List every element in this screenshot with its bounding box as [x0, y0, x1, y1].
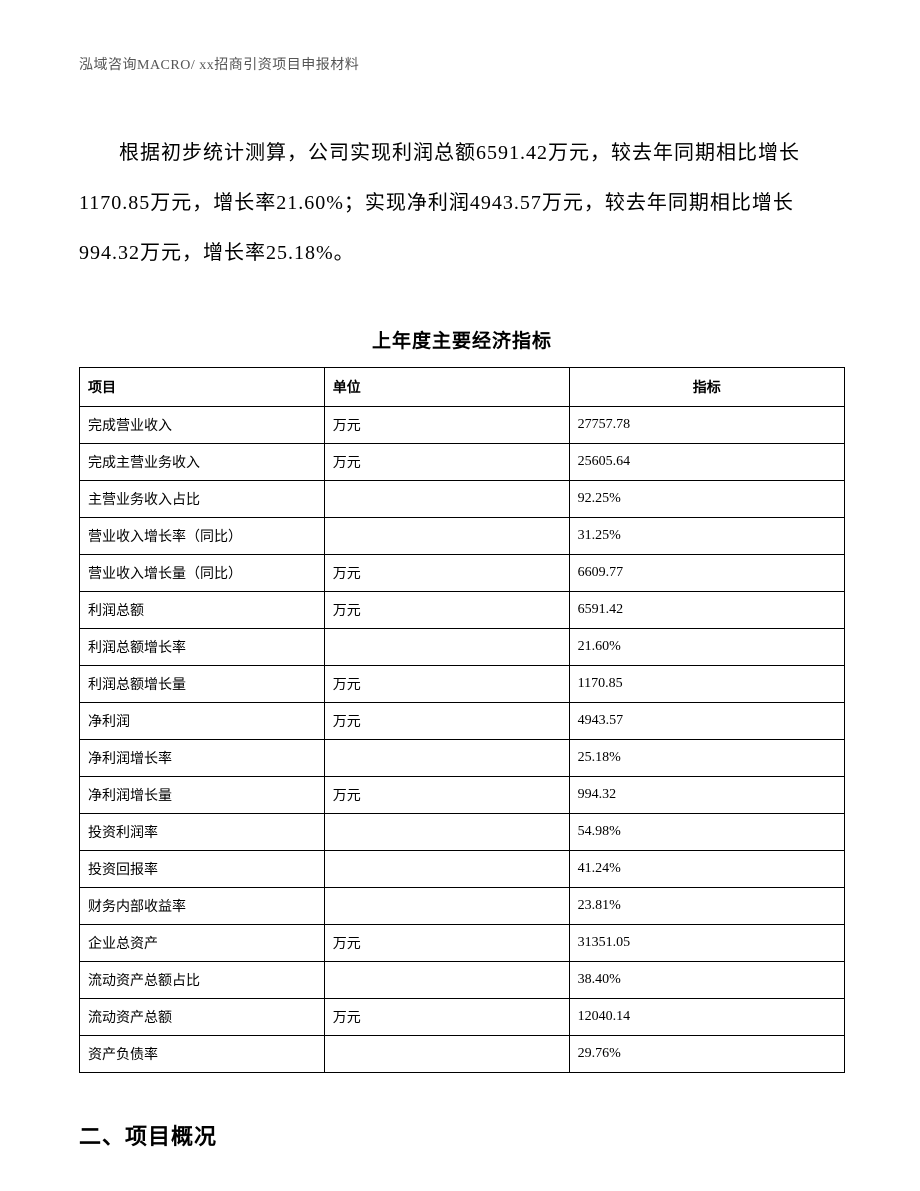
cell-item: 流动资产总额占比	[80, 962, 325, 999]
cell-unit	[324, 1036, 569, 1073]
cell-indicator: 6609.77	[569, 555, 844, 592]
table-row: 利润总额增长量 万元 1170.85	[80, 666, 845, 703]
cell-indicator: 27757.78	[569, 407, 844, 444]
table-row: 资产负债率 29.76%	[80, 1036, 845, 1073]
cell-indicator: 12040.14	[569, 999, 844, 1036]
table-row: 财务内部收益率 23.81%	[80, 888, 845, 925]
header-indicator: 指标	[569, 368, 844, 407]
table-row: 流动资产总额 万元 12040.14	[80, 999, 845, 1036]
table-header-row: 项目 单位 指标	[80, 368, 845, 407]
cell-unit: 万元	[324, 703, 569, 740]
cell-unit	[324, 629, 569, 666]
cell-indicator: 41.24%	[569, 851, 844, 888]
cell-item: 企业总资产	[80, 925, 325, 962]
cell-item: 利润总额增长率	[80, 629, 325, 666]
cell-item: 净利润增长率	[80, 740, 325, 777]
cell-unit: 万元	[324, 999, 569, 1036]
cell-indicator: 23.81%	[569, 888, 844, 925]
cell-indicator: 92.25%	[569, 481, 844, 518]
economic-indicators-table: 项目 单位 指标 完成营业收入 万元 27757.78 完成主营业务收入 万元 …	[79, 367, 845, 1073]
table-row: 完成主营业务收入 万元 25605.64	[80, 444, 845, 481]
cell-item: 利润总额	[80, 592, 325, 629]
page-header: 泓域咨询MACRO/ xx招商引资项目申报材料	[79, 54, 845, 74]
cell-item: 流动资产总额	[80, 999, 325, 1036]
cell-indicator: 4943.57	[569, 703, 844, 740]
cell-item: 完成营业收入	[80, 407, 325, 444]
body-paragraph: 根据初步统计测算，公司实现利润总额6591.42万元，较去年同期相比增长1170…	[79, 128, 845, 278]
cell-indicator: 994.32	[569, 777, 844, 814]
cell-unit	[324, 851, 569, 888]
cell-item: 净利润增长量	[80, 777, 325, 814]
table-row: 企业总资产 万元 31351.05	[80, 925, 845, 962]
cell-item: 营业收入增长量（同比）	[80, 555, 325, 592]
cell-indicator: 54.98%	[569, 814, 844, 851]
cell-indicator: 38.40%	[569, 962, 844, 999]
cell-item: 主营业务收入占比	[80, 481, 325, 518]
table-body: 完成营业收入 万元 27757.78 完成主营业务收入 万元 25605.64 …	[80, 407, 845, 1073]
cell-item: 完成主营业务收入	[80, 444, 325, 481]
cell-item: 投资利润率	[80, 814, 325, 851]
cell-indicator: 6591.42	[569, 592, 844, 629]
cell-indicator: 25.18%	[569, 740, 844, 777]
cell-indicator: 29.76%	[569, 1036, 844, 1073]
table-row: 净利润增长量 万元 994.32	[80, 777, 845, 814]
cell-item: 利润总额增长量	[80, 666, 325, 703]
cell-indicator: 21.60%	[569, 629, 844, 666]
cell-item: 财务内部收益率	[80, 888, 325, 925]
cell-indicator: 25605.64	[569, 444, 844, 481]
table-row: 主营业务收入占比 92.25%	[80, 481, 845, 518]
page-content: 泓域咨询MACRO/ xx招商引资项目申报材料 根据初步统计测算，公司实现利润总…	[0, 0, 920, 1151]
cell-item: 资产负债率	[80, 1036, 325, 1073]
cell-unit: 万元	[324, 444, 569, 481]
table-row: 利润总额 万元 6591.42	[80, 592, 845, 629]
cell-unit: 万元	[324, 407, 569, 444]
cell-indicator: 1170.85	[569, 666, 844, 703]
cell-unit	[324, 814, 569, 851]
cell-item: 营业收入增长率（同比）	[80, 518, 325, 555]
table-row: 投资利润率 54.98%	[80, 814, 845, 851]
table-row: 利润总额增长率 21.60%	[80, 629, 845, 666]
cell-unit: 万元	[324, 555, 569, 592]
table-title: 上年度主要经济指标	[79, 326, 845, 353]
table-row: 营业收入增长量（同比） 万元 6609.77	[80, 555, 845, 592]
table-row: 净利润增长率 25.18%	[80, 740, 845, 777]
cell-unit	[324, 518, 569, 555]
cell-unit	[324, 740, 569, 777]
cell-indicator: 31351.05	[569, 925, 844, 962]
cell-unit: 万元	[324, 666, 569, 703]
section-heading: 二、项目概况	[79, 1119, 845, 1151]
cell-item: 净利润	[80, 703, 325, 740]
table-row: 投资回报率 41.24%	[80, 851, 845, 888]
table-row: 完成营业收入 万元 27757.78	[80, 407, 845, 444]
cell-unit: 万元	[324, 777, 569, 814]
table-row: 营业收入增长率（同比） 31.25%	[80, 518, 845, 555]
cell-unit	[324, 481, 569, 518]
cell-unit	[324, 962, 569, 999]
table-row: 净利润 万元 4943.57	[80, 703, 845, 740]
cell-item: 投资回报率	[80, 851, 325, 888]
cell-indicator: 31.25%	[569, 518, 844, 555]
table-row: 流动资产总额占比 38.40%	[80, 962, 845, 999]
cell-unit	[324, 888, 569, 925]
cell-unit: 万元	[324, 925, 569, 962]
header-item: 项目	[80, 368, 325, 407]
header-unit: 单位	[324, 368, 569, 407]
cell-unit: 万元	[324, 592, 569, 629]
